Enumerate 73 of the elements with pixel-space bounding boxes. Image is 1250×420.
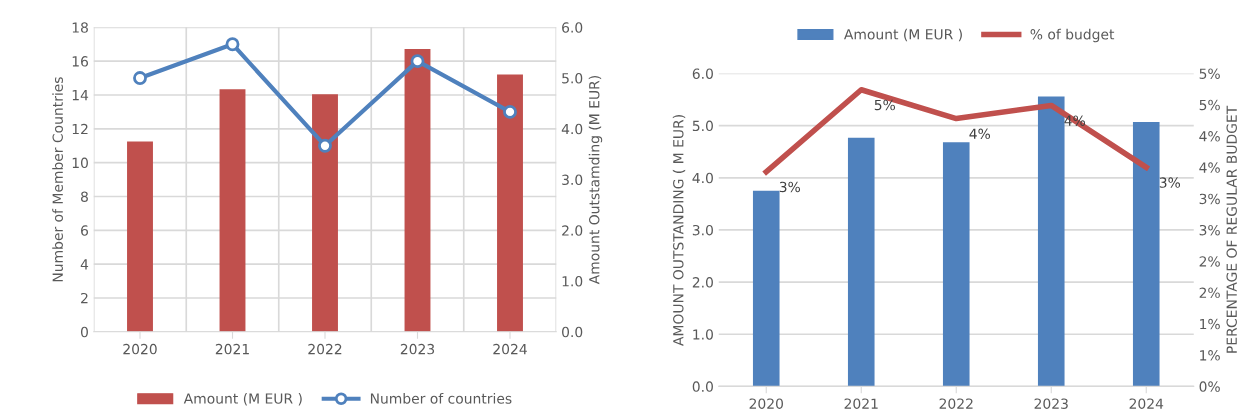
x-tick-label: 2024 (1129, 398, 1164, 409)
y-tick-label: 5.0 (692, 120, 713, 132)
data-label: 4% (969, 128, 991, 140)
y2-tick-label: 3% (1199, 224, 1220, 236)
x-tick-label: 2023 (400, 343, 435, 355)
x-tick-label: 2021 (215, 343, 249, 355)
bar (1132, 122, 1160, 387)
y-tick-label: 6 (81, 225, 89, 236)
legend-label: % of budget (1030, 28, 1115, 43)
y-tick-label: 18 (72, 22, 88, 33)
bar (127, 141, 153, 332)
data-label: 3% (779, 181, 801, 193)
x-tick-label: 2022 (939, 398, 973, 409)
y-tick-label: 2 (81, 292, 88, 304)
y2-tick-label: 3.0 (562, 174, 583, 186)
y-axis-title: Number of Member Countries (52, 77, 63, 282)
y2-tick-label: 0% (1199, 381, 1220, 392)
y2-tick-label: 0.0 (562, 326, 583, 338)
y2-tick-label: 4.0 (561, 123, 583, 135)
bar (847, 137, 875, 387)
y-tick-label: 16 (72, 56, 89, 67)
data-label: 4% (1064, 115, 1086, 126)
y2-tick-label: 5% (1199, 99, 1220, 111)
point (225, 37, 240, 52)
bar (404, 49, 431, 332)
y-tick-label: 14 (72, 90, 89, 101)
y2-tick-label: 6.0 (562, 22, 583, 33)
x-tick-label: 2022 (308, 343, 342, 355)
data-label: 3% (1159, 177, 1181, 188)
y2-tick-label: 2% (1199, 256, 1220, 267)
bar (752, 190, 780, 387)
legend-label: Number of countries (370, 393, 512, 404)
y-axis-title: AMOUNT OUTSTANDING ( M EUR) (672, 115, 686, 346)
y-tick-label: 3.0 (692, 224, 713, 236)
y-tick-label: 12 (72, 123, 88, 135)
y-tick-label: 0.0 (692, 381, 713, 392)
y-tick-label: 1.0 (693, 329, 713, 340)
x-tick-label: 2021 (844, 398, 878, 409)
y2-tick-label: 4% (1199, 162, 1220, 173)
x-tick-label: 2020 (749, 398, 783, 409)
point (133, 71, 147, 85)
y2-tick-label: 1% (1200, 350, 1220, 361)
y-tick-label: 0 (80, 326, 88, 338)
bar (942, 142, 970, 387)
y-tick-label: 4 (80, 259, 89, 270)
y2-tick-label: 2% (1199, 287, 1220, 298)
bar (219, 89, 246, 332)
point (318, 138, 332, 153)
y2-tick-label: 5.0 (562, 73, 583, 84)
x-tick-label: 2023 (1034, 398, 1068, 409)
y2-tick-label: 5% (1199, 68, 1220, 79)
y2-tick-label: 2.0 (562, 225, 583, 236)
y-tick-label: 4.0 (692, 172, 713, 184)
y-tick-label: 2.0 (692, 277, 713, 288)
y2-axis-title: Amount Outstamding (M EUR) (588, 76, 603, 285)
legend-label: Amount (M EUR ) (844, 28, 962, 42)
bar (312, 94, 338, 332)
point (503, 104, 517, 119)
x-tick-label: 2020 (123, 343, 157, 355)
y-tick-label: 10 (72, 157, 88, 169)
legend-label: Amount (M EUR ) (183, 393, 302, 406)
y2-tick-label: 1.0 (562, 276, 583, 287)
y2-tick-label: 4% (1199, 131, 1220, 142)
y-tick-label: 6.0 (692, 68, 713, 79)
y2-tick-label: 3% (1199, 193, 1220, 205)
bar (1037, 96, 1065, 387)
y2-axis-title: PERCENTAGE OF REGULAR BUDGET (1226, 105, 1237, 353)
x-tick-label: 2024 (493, 343, 527, 355)
data-label: 5% (874, 99, 896, 111)
y-tick-label: 8 (80, 191, 88, 202)
point (410, 54, 425, 69)
bar (497, 74, 523, 332)
y2-tick-label: 1% (1200, 318, 1220, 330)
